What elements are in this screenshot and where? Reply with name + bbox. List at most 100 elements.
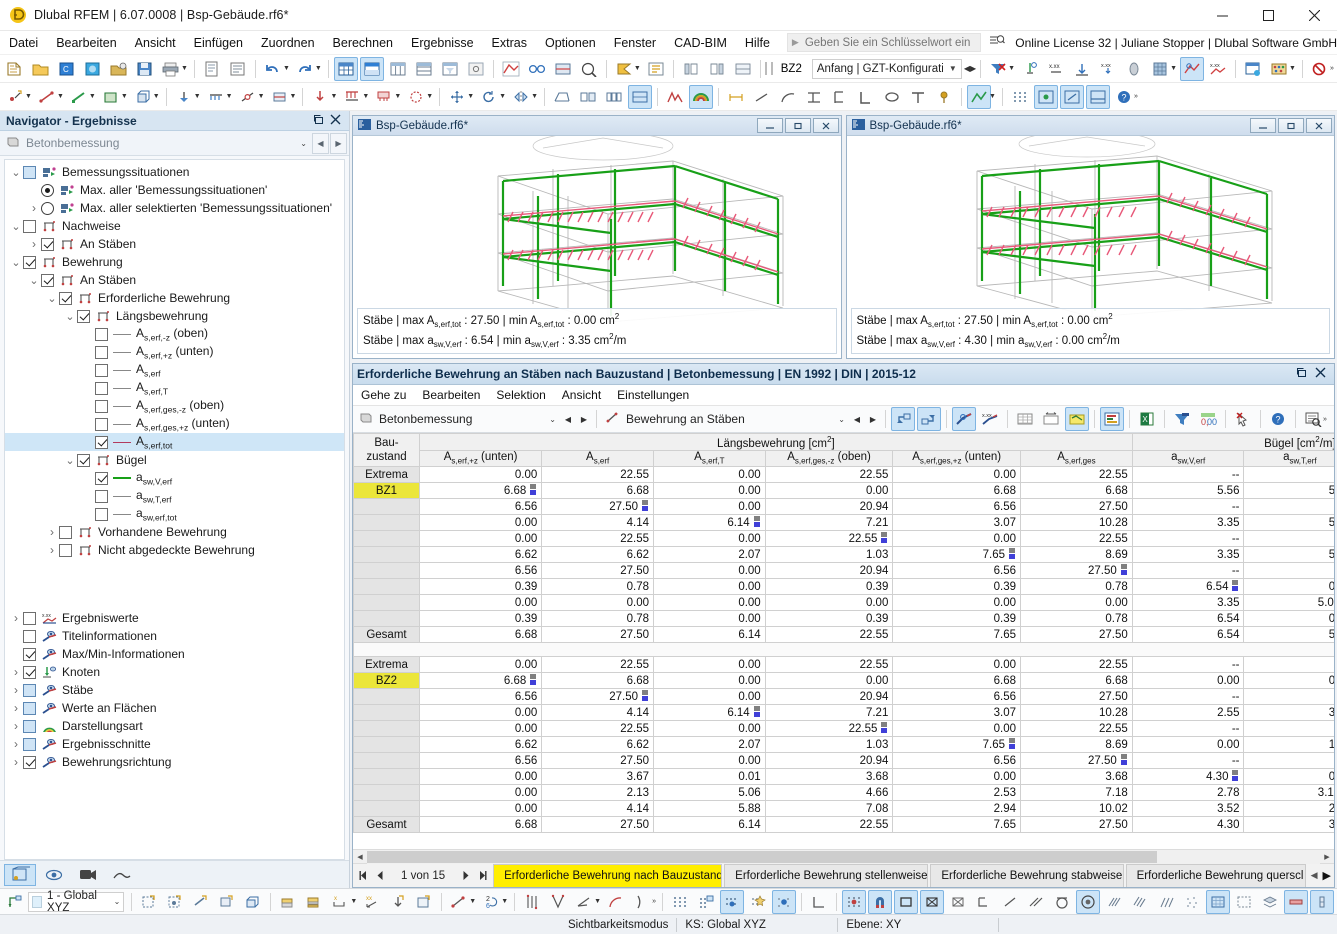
solid-view-icon[interactable]: [1122, 57, 1146, 81]
tree-checkbox[interactable]: [23, 647, 36, 661]
chevron-down-icon[interactable]: ⌄: [65, 310, 75, 323]
results-type-combo[interactable]: Bewehrung an Stäben ⌄: [601, 409, 849, 430]
tree-checkbox[interactable]: [95, 489, 108, 503]
table-cell[interactable]: 6.14: [653, 514, 766, 531]
surface-release-icon[interactable]: [268, 85, 292, 109]
work-plane-dashed-icon[interactable]: [1232, 890, 1256, 914]
table-cell[interactable]: 0.00: [418, 720, 543, 737]
calculate-dropdown-caret[interactable]: ▼: [633, 65, 641, 72]
abacus-icon[interactable]: [1267, 57, 1291, 81]
nodal-support-icon[interactable]: [172, 85, 196, 109]
tab-scroll-right[interactable]: ▶: [1322, 870, 1332, 882]
table-cell[interactable]: 7.21: [764, 514, 894, 531]
deselect-icon[interactable]: [1231, 407, 1255, 431]
table-cell[interactable]: 22.55: [541, 466, 654, 483]
table-cell[interactable]: 1.03: [764, 736, 894, 753]
tree-checkbox[interactable]: [95, 327, 108, 341]
model-view-icon[interactable]: [550, 85, 574, 109]
tree-checkbox[interactable]: [23, 755, 36, 769]
snap-midpoint-icon[interactable]: [946, 890, 970, 914]
snap-line-icon[interactable]: [998, 890, 1022, 914]
table-cell[interactable]: 0.00: [892, 768, 1022, 785]
table-cell[interactable]: 0.00: [653, 562, 766, 579]
table-cell[interactable]: 0.39: [418, 610, 543, 627]
free-load-caret[interactable]: ▼: [426, 93, 434, 100]
table-cell[interactable]: 6.56: [892, 688, 1022, 705]
table-cell[interactable]: 2.07: [653, 546, 766, 563]
table-cell[interactable]: 3.07: [1243, 704, 1334, 721]
tree-checkbox[interactable]: [95, 417, 108, 431]
tree-checkbox[interactable]: [23, 737, 36, 751]
table-chart-icon[interactable]: [1100, 407, 1124, 431]
snap-parallel-icon[interactable]: [1024, 890, 1048, 914]
section-view-icon[interactable]: [551, 57, 575, 81]
tree-item[interactable]: ⌄ Bügel: [5, 451, 344, 469]
menu-extras[interactable]: Extras: [491, 35, 527, 50]
deformation-values-icon[interactable]: x.xx: [1096, 57, 1120, 81]
table-cell[interactable]: 10.28: [1020, 514, 1133, 531]
table-cell[interactable]: 0.39: [764, 610, 894, 627]
tree-checkbox[interactable]: [23, 629, 36, 643]
table-cell[interactable]: 22.55: [1020, 720, 1133, 737]
navigator-next-button[interactable]: ▶: [330, 132, 347, 154]
table-column-header[interactable]: As,erf,T: [653, 450, 766, 467]
table-cell[interactable]: --: [1243, 688, 1334, 705]
table-cell[interactable]: --: [1243, 752, 1334, 769]
angle-lines-icon[interactable]: [572, 890, 596, 914]
table-cell[interactable]: 22.55: [764, 656, 894, 673]
new-member-icon[interactable]: [67, 85, 91, 109]
snap-rect-icon[interactable]: [894, 889, 918, 914]
table-cell[interactable]: 6.68: [892, 672, 1022, 689]
table-cell[interactable]: 0.78: [541, 578, 654, 595]
table-cell[interactable]: 2.94: [892, 800, 1022, 817]
tree-item[interactable]: › Stäbe: [5, 681, 344, 699]
table-cell[interactable]: 0.00: [764, 672, 894, 689]
load-case-prev-icon[interactable]: [679, 57, 703, 81]
select-objects-icon[interactable]: [137, 890, 161, 914]
table-cell[interactable]: 6.56: [418, 562, 543, 579]
rays-1-icon[interactable]: [1102, 890, 1126, 914]
deformation-icon[interactable]: [1070, 57, 1094, 81]
table-cell[interactable]: 22.55: [541, 656, 654, 673]
chevron-down-icon[interactable]: ⌄: [47, 292, 57, 305]
new-surface-caret[interactable]: ▼: [120, 93, 128, 100]
save-icon[interactable]: [133, 57, 157, 81]
snap-center-icon[interactable]: [1076, 889, 1100, 914]
tree-checkbox[interactable]: [41, 273, 54, 287]
results-graph-icon[interactable]: [663, 85, 687, 109]
menu-cad-bim[interactable]: CAD-BIM: [674, 35, 727, 50]
results-menu-gehezu[interactable]: Gehe zu: [361, 388, 407, 402]
table-cell[interactable]: 8.69: [1020, 736, 1133, 753]
coordinate-system-icon[interactable]: [3, 890, 27, 914]
mesh-dropdown-caret[interactable]: ▼: [1170, 65, 1178, 72]
table-cell[interactable]: 6.54: [1131, 610, 1245, 627]
menu-bearbeiten[interactable]: Bearbeiten: [56, 35, 117, 50]
table-columns-icon[interactable]: [386, 57, 410, 81]
table-grid-icon[interactable]: [1013, 407, 1037, 431]
new-file-icon[interactable]: [3, 57, 27, 81]
partial-view-icon[interactable]: [576, 85, 600, 109]
menu-optionen[interactable]: Optionen: [544, 35, 596, 50]
table-cell[interactable]: 27.50: [541, 626, 654, 643]
viewport-right-restore[interactable]: [1278, 118, 1304, 133]
table-cell[interactable]: 2.13: [541, 784, 654, 801]
scroll-left-arrow[interactable]: ◀: [357, 853, 363, 861]
new-node-caret[interactable]: ▼: [25, 93, 32, 100]
table-cell[interactable]: 5.03: [1243, 546, 1334, 563]
rays-2-icon[interactable]: [1128, 890, 1152, 914]
view-sections-icon[interactable]: [602, 85, 626, 109]
table-cell[interactable]: 7.18: [1020, 784, 1133, 801]
contour-caret[interactable]: ▼: [989, 93, 996, 100]
new-line-icon[interactable]: [35, 85, 59, 109]
snap-corner-icon[interactable]: [972, 890, 996, 914]
table-search-icon[interactable]: [1301, 407, 1325, 431]
table-cell[interactable]: 5.88: [653, 800, 766, 817]
layers-stack-icon[interactable]: [1258, 890, 1282, 914]
table-cell[interactable]: 0.00: [653, 688, 766, 705]
glasses-icon[interactable]: [525, 57, 549, 81]
tree-checkbox[interactable]: [23, 611, 36, 625]
